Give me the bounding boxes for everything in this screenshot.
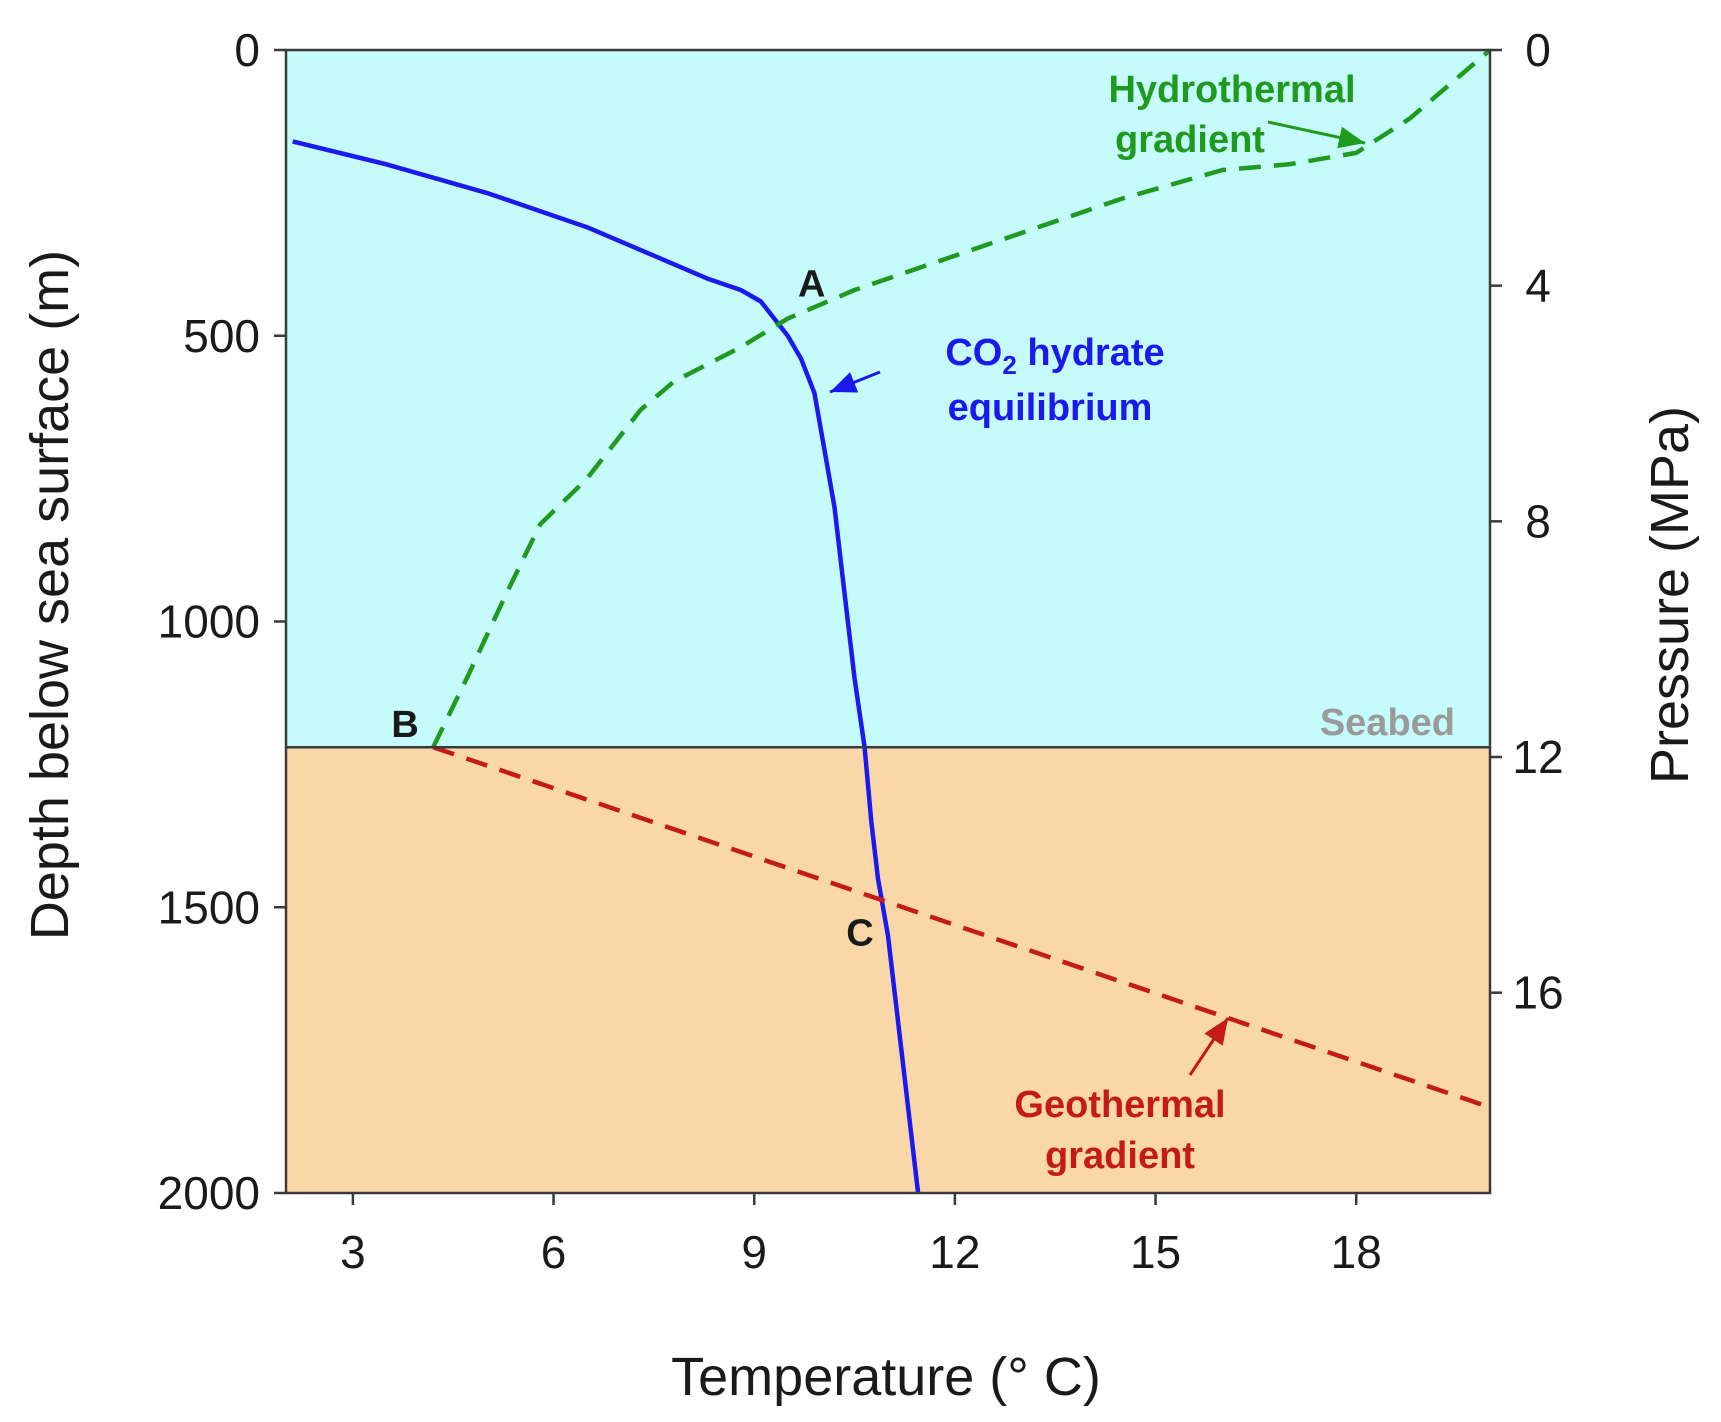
y-tick-label: 500: [183, 310, 260, 362]
geothermal-label-line2: gradient: [1045, 1135, 1195, 1177]
y2-tick-label: 12: [1512, 731, 1563, 783]
x-axis-title: Temperature (° C): [671, 1347, 1101, 1407]
point-label-c: C: [846, 912, 873, 954]
series-line-geothermal-gradient: [432, 745, 1491, 1110]
co2-hydrate-arrow-head: [830, 372, 859, 393]
co2-hydrate-label-line2: equilibrium: [948, 387, 1153, 429]
geothermal-label: Geothermal: [1014, 1084, 1225, 1126]
y2-tick-label: 16: [1512, 967, 1563, 1019]
hydrothermal-label: Hydrothermal: [1108, 69, 1355, 111]
y2-tick-label: 0: [1525, 24, 1551, 76]
y-tick-label: 1000: [158, 596, 260, 648]
point-label-b: B: [391, 704, 418, 746]
x-tick-label: 12: [929, 1226, 980, 1278]
x-tick-label: 6: [541, 1226, 567, 1278]
sediment-region: [286, 747, 1490, 1193]
background-regions: [286, 50, 1490, 1193]
water-region: [286, 50, 1490, 748]
x-tick-label: 15: [1130, 1226, 1181, 1278]
seabed-label: Seabed: [1320, 702, 1455, 744]
x-tick-label: 3: [340, 1226, 366, 1278]
co2-hydrate-label: CO2 hydrate: [945, 332, 1164, 380]
y-tick-label: 2000: [158, 1167, 260, 1219]
y2-tick-label: 4: [1525, 260, 1551, 312]
y-tick-label: 0: [234, 24, 260, 76]
point-label-a: A: [798, 264, 825, 306]
x-tick-label: 18: [1331, 1226, 1382, 1278]
series-line-co-hydrate-equilibrium: [292, 139, 921, 1194]
y-axis-title: Depth below sea surface (m): [20, 250, 80, 940]
geothermal-arrow-head: [1204, 1018, 1228, 1046]
y2-tick-label: 8: [1525, 495, 1551, 547]
x-tick-label: 9: [741, 1226, 767, 1278]
y2-axis-title: Pressure (MPa): [1640, 406, 1700, 784]
y-tick-label: 1500: [158, 881, 260, 933]
co2-hydrate-arrow: [829, 370, 881, 394]
axis-ticks: 3 6 9 12 15 18 0 500 1000 1500 2000 0 4 8 12 16: [158, 24, 1564, 1278]
series-line-hydrothermal-gradient: [431, 48, 1492, 749]
annotations: CO2 hydrate equilibrium Hydrothermal gradie…: [391, 69, 1455, 1177]
hydrothermal-arrow-head: [1337, 126, 1365, 149]
geothermal-arrow: [1188, 1017, 1230, 1076]
hydrothermal-arrow: [1267, 120, 1366, 149]
hydrothermal-label-line2: gradient: [1115, 119, 1265, 161]
series-layer: [292, 48, 1492, 1194]
